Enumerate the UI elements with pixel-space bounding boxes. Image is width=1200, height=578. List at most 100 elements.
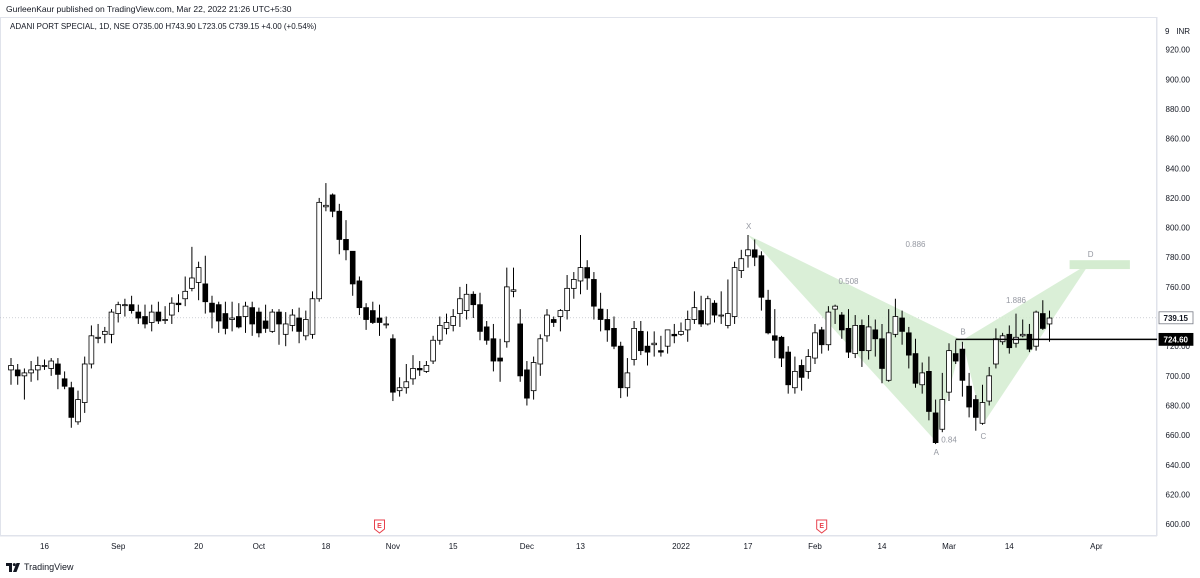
candle-down[interactable] — [671, 333, 678, 337]
candle-up[interactable] — [1046, 317, 1053, 325]
candle-up[interactable] — [705, 298, 711, 325]
candle-up[interactable] — [410, 368, 416, 380]
candle-up[interactable] — [195, 267, 202, 283]
candle-up[interactable] — [148, 311, 155, 323]
candle-up[interactable] — [430, 339, 436, 362]
candle-up[interactable] — [403, 381, 410, 389]
candle-up[interactable] — [885, 332, 892, 381]
candle-down[interactable] — [872, 329, 879, 340]
candle-up[interactable] — [852, 325, 858, 355]
candle-down[interactable] — [155, 311, 162, 322]
candle-up[interactable] — [892, 316, 899, 335]
candle-down[interactable] — [658, 350, 664, 353]
candle-up[interactable] — [530, 362, 537, 392]
candle-up[interactable] — [1033, 311, 1039, 347]
candle-down[interactable] — [604, 319, 611, 331]
candle-up[interactable] — [309, 298, 316, 335]
candle-up[interactable] — [919, 372, 925, 386]
candle-up[interactable] — [993, 338, 999, 365]
candle-down[interactable] — [296, 317, 302, 332]
earnings-marker-icon[interactable] — [374, 519, 385, 534]
candle-down[interactable] — [591, 279, 597, 307]
candle-down[interactable] — [952, 353, 959, 362]
symbol-legend[interactable]: ADANI PORT SPECIAL, 1D, NSE O735.00 H743… — [10, 22, 317, 31]
candle-up[interactable] — [48, 360, 54, 369]
candle-up[interactable] — [691, 307, 698, 320]
candle-up[interactable] — [28, 369, 34, 374]
candle-up[interactable] — [41, 365, 48, 367]
candle-down[interactable] — [369, 310, 376, 323]
candle-down[interactable] — [932, 412, 939, 443]
candle-down[interactable] — [349, 250, 356, 285]
candle-up[interactable] — [282, 323, 289, 335]
candle-down[interactable] — [584, 267, 590, 279]
candle-down[interactable] — [276, 311, 282, 325]
candle-down[interactable] — [470, 293, 477, 306]
candle-down[interactable] — [772, 335, 778, 341]
candle-up[interactable] — [115, 304, 122, 314]
candle-up[interactable] — [651, 342, 657, 346]
candle-up[interactable] — [450, 316, 456, 326]
candle-up[interactable] — [792, 371, 798, 389]
candle-down[interactable] — [778, 336, 785, 359]
candle-up[interactable] — [436, 325, 443, 341]
candle-down[interactable] — [215, 304, 222, 322]
candle-down[interactable] — [597, 308, 604, 320]
candle-down[interactable] — [222, 313, 229, 329]
candle-up[interactable] — [745, 249, 751, 257]
candle-down[interactable] — [235, 316, 242, 328]
candle-up[interactable] — [557, 310, 564, 317]
earnings-marker-icon[interactable] — [816, 519, 828, 534]
candle-down[interactable] — [758, 255, 765, 298]
candle-up[interactable] — [564, 287, 570, 312]
candle-down[interactable] — [638, 330, 644, 352]
candle-down[interactable] — [262, 320, 269, 329]
candle-down[interactable] — [644, 345, 651, 353]
candle-down[interactable] — [711, 302, 718, 316]
candle-up[interactable] — [108, 311, 115, 335]
candle-up[interactable] — [302, 319, 309, 337]
candle-up[interactable] — [544, 314, 550, 337]
candle-up[interactable] — [75, 399, 81, 423]
candle-down[interactable] — [973, 399, 979, 418]
candle-up[interactable] — [269, 311, 276, 332]
candle-down[interactable] — [698, 310, 704, 325]
candle-down[interactable] — [329, 194, 336, 212]
footer-brand[interactable]: TradingView — [6, 562, 74, 572]
candle-down[interactable] — [1026, 333, 1033, 350]
candle-down[interactable] — [68, 387, 75, 418]
candle-down[interactable] — [416, 368, 423, 371]
candle-up[interactable] — [463, 293, 470, 312]
candle-up[interactable] — [35, 365, 41, 371]
candle-down[interactable] — [906, 332, 912, 356]
candle-down[interactable] — [483, 326, 490, 341]
candle-down[interactable] — [477, 304, 483, 332]
candle-down[interactable] — [912, 353, 919, 384]
candle-up[interactable] — [88, 335, 95, 365]
candle-up[interactable] — [457, 298, 463, 314]
candle-up[interactable] — [423, 365, 430, 372]
candle-down[interactable] — [376, 317, 383, 323]
candle-down[interactable] — [142, 316, 148, 325]
candle-up[interactable] — [624, 372, 631, 389]
candle-up[interactable] — [571, 279, 577, 289]
candle-down[interactable] — [55, 363, 61, 375]
candle-up[interactable] — [678, 330, 684, 335]
candle-down[interactable] — [798, 365, 805, 378]
candle-up[interactable] — [631, 327, 637, 360]
candle-down[interactable] — [899, 317, 905, 332]
candle-down[interactable] — [390, 338, 396, 393]
candle-up[interactable] — [718, 314, 724, 317]
candle-up[interactable] — [122, 304, 128, 307]
candle-down[interactable] — [879, 338, 885, 369]
candle-down[interactable] — [497, 357, 503, 362]
candle-down[interactable] — [343, 239, 349, 251]
candle-down[interactable] — [490, 338, 497, 362]
candle-up[interactable] — [731, 267, 738, 317]
candle-up[interactable] — [316, 201, 322, 300]
candle-up[interactable] — [664, 329, 671, 347]
candle-up[interactable] — [323, 204, 329, 208]
candle-down[interactable] — [524, 369, 530, 399]
candle-down[interactable] — [363, 307, 369, 320]
